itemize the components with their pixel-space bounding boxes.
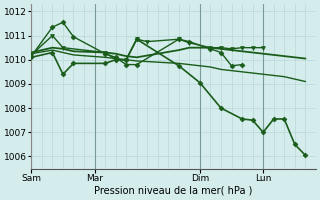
X-axis label: Pression niveau de la mer( hPa ): Pression niveau de la mer( hPa ) (94, 186, 253, 196)
